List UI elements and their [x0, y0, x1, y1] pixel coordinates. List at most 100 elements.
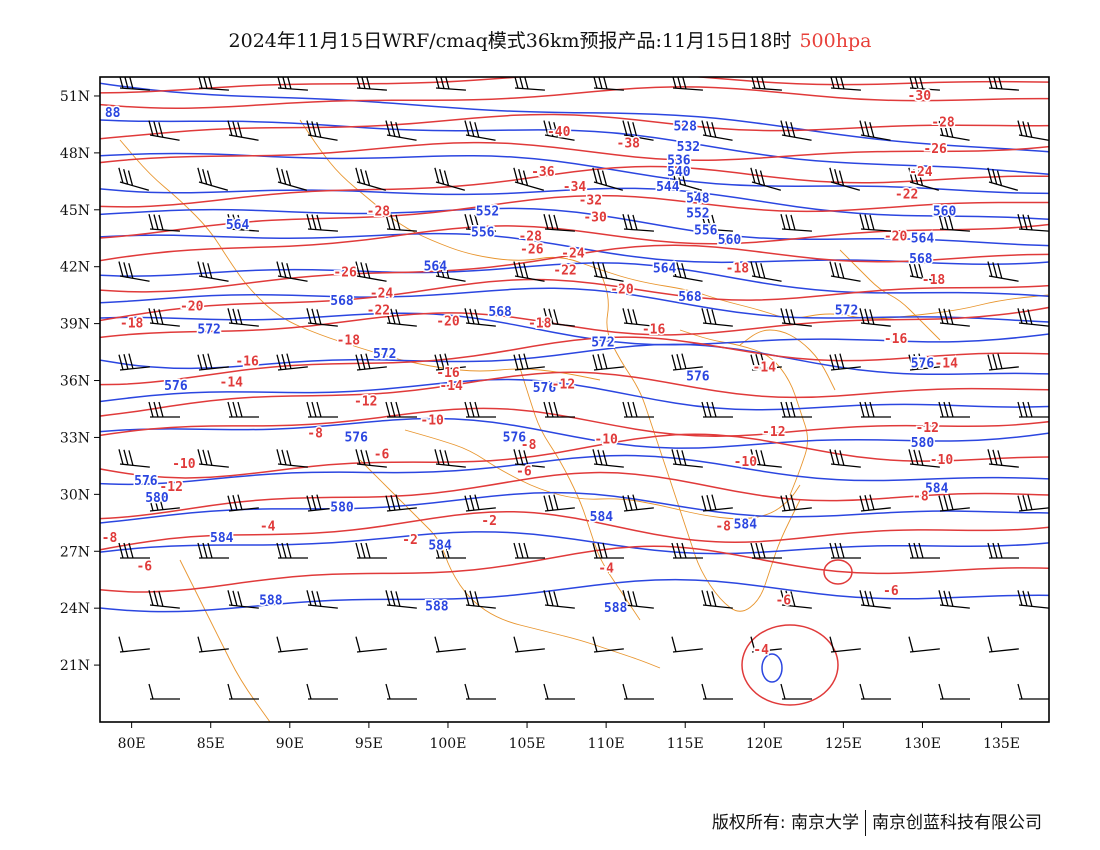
temperature-contour — [100, 510, 1049, 551]
temperature-contour — [100, 141, 1049, 164]
wind-barb — [908, 167, 940, 191]
wind-barb — [148, 120, 180, 141]
wind-barb — [276, 449, 308, 468]
credit-right: 南京创蓝科技有限公司 — [872, 813, 1042, 833]
wind-barb — [750, 167, 782, 191]
temperature-contour — [100, 371, 1049, 417]
height-label: 540 — [667, 165, 691, 180]
y-tick-label: 30N — [60, 487, 90, 503]
x-tick-label: 115E — [667, 736, 704, 752]
wind-barb — [987, 353, 1019, 371]
wind-barb — [464, 401, 496, 418]
height-label: 584 — [734, 518, 758, 533]
height-label: 548 — [686, 191, 710, 206]
wind-barb — [148, 683, 180, 700]
wind-barb — [227, 683, 259, 700]
height-label: 564 — [424, 260, 448, 275]
wind-barb — [671, 261, 703, 282]
temperature-label: -14 — [220, 375, 244, 390]
wind-barb — [1017, 683, 1049, 700]
temperature-label: -30 — [908, 89, 932, 104]
temperature-label: -8 — [715, 520, 731, 535]
wind-barb — [908, 353, 940, 371]
wind-barb — [385, 214, 417, 232]
wind-barb — [672, 77, 703, 91]
height-contour — [100, 417, 1049, 449]
temperature-label: -4 — [260, 520, 276, 535]
wind-barb — [513, 167, 545, 191]
height-label: 584 — [590, 510, 614, 525]
y-tick-label: 48N — [60, 146, 90, 162]
height-label: 564 — [226, 218, 250, 233]
wind-barb — [701, 401, 733, 418]
height-label: 572 — [373, 347, 396, 362]
wind-barb — [118, 261, 150, 282]
wind-barb — [859, 308, 891, 327]
wind-barb — [118, 542, 150, 559]
height-label: 588 — [425, 599, 449, 614]
temperature-label: -24 — [909, 165, 933, 180]
height-label: 580 — [911, 436, 935, 451]
temperature-label: -6 — [516, 465, 532, 480]
temperature-label: -4 — [753, 643, 769, 658]
wind-barb — [227, 401, 259, 418]
wind-barb — [434, 353, 466, 371]
height-contour — [100, 187, 1049, 221]
temperature-label: -24 — [370, 286, 394, 301]
wind-barb — [276, 167, 308, 191]
temperature-label: -8 — [521, 438, 537, 453]
height-contour — [100, 207, 1049, 247]
wind-barb — [227, 308, 259, 327]
temperature-label: -6 — [883, 584, 899, 599]
wind-barb — [306, 120, 338, 141]
wind-barb — [464, 494, 496, 512]
height-contour — [100, 232, 1049, 265]
wind-barb — [859, 683, 891, 700]
height-label: 572 — [591, 336, 614, 351]
y-tick-label: 45N — [60, 203, 90, 219]
wind-barb — [355, 261, 387, 282]
wind-barb — [622, 683, 654, 700]
height-label: 560 — [718, 233, 742, 248]
temperature-label: -12 — [762, 425, 785, 440]
wind-barb — [987, 167, 1019, 191]
height-contour — [100, 531, 1049, 555]
y-tick-label: 36N — [60, 374, 90, 390]
x-tick-label: 80E — [118, 736, 146, 752]
wind-barb — [829, 449, 861, 468]
y-tick-label: 24N — [60, 601, 90, 617]
wind-barb — [276, 542, 308, 559]
temperature-label: -18 — [528, 317, 552, 332]
province-boundary — [599, 269, 801, 612]
temperature-label: -20 — [884, 229, 908, 244]
temperature-contours — [100, 77, 1049, 706]
temperature-label: -40 — [547, 125, 571, 140]
temperature-label: -16 — [235, 355, 259, 370]
y-tick-label: 27N — [60, 544, 90, 560]
height-label: 584 — [925, 482, 949, 497]
wind-barb — [622, 590, 654, 609]
temperature-label: -12 — [552, 377, 575, 392]
wind-barb — [622, 494, 654, 512]
wind-barb — [829, 353, 861, 371]
wind-barb — [671, 353, 703, 371]
temperature-label: -16 — [642, 322, 666, 337]
temperature-label: -32 — [579, 193, 602, 208]
wind-barb — [780, 494, 812, 512]
wind-barb — [306, 590, 338, 609]
temperature-label: -30 — [583, 210, 607, 225]
wind-barb — [987, 261, 1019, 282]
temperature-contour — [100, 113, 1049, 140]
temperature-label: -2 — [481, 514, 497, 529]
height-label: 88 — [105, 106, 121, 121]
wind-barb — [830, 77, 861, 91]
wind-barb — [701, 214, 733, 232]
wind-barb — [227, 494, 259, 512]
temperature-contour — [100, 77, 1049, 94]
height-label: 556 — [694, 224, 718, 239]
wind-barb — [148, 494, 180, 512]
temperature-contour — [100, 471, 1049, 520]
wind-barb — [671, 636, 703, 653]
wind-barb — [750, 542, 782, 559]
